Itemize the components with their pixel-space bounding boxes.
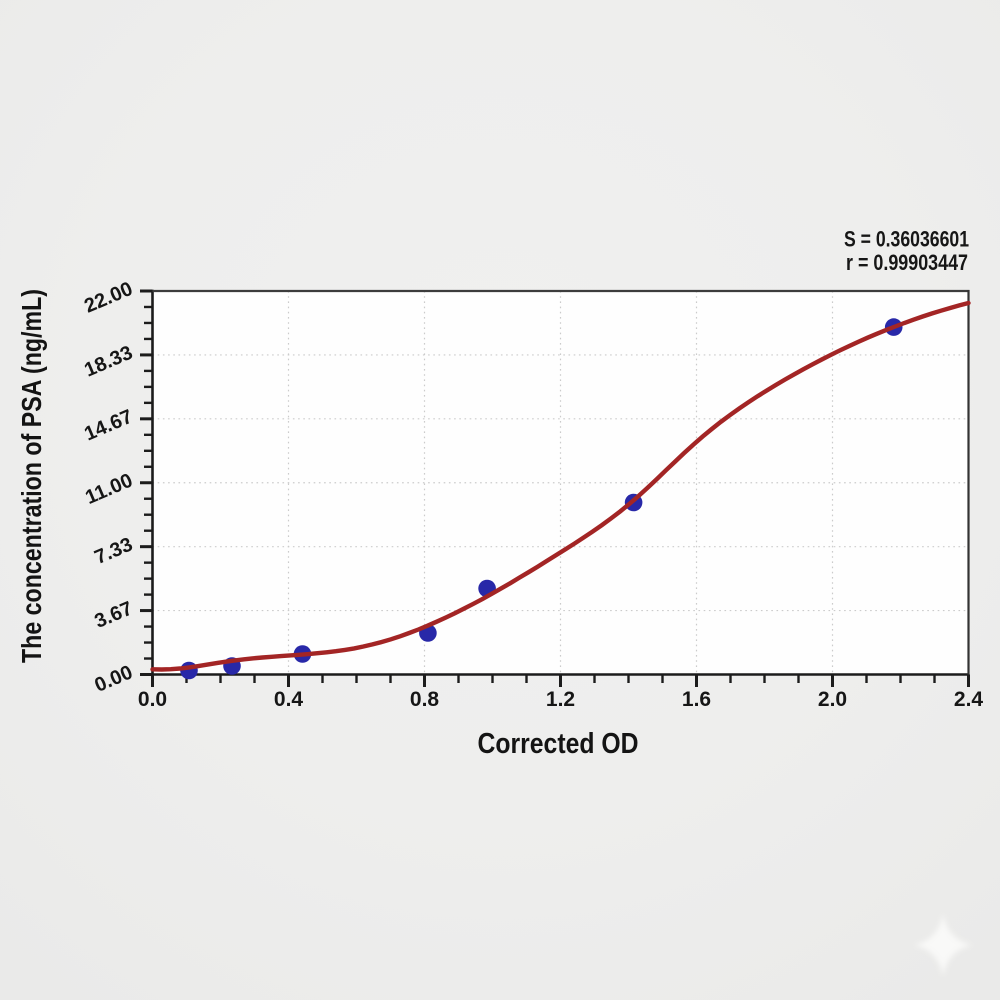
svg-text:1.2: 1.2 — [546, 688, 575, 711]
svg-text:0.8: 0.8 — [410, 688, 440, 711]
svg-text:The concentration of PSA (ng/m: The concentration of PSA (ng/mL) — [16, 289, 47, 663]
svg-text:1.6: 1.6 — [682, 688, 711, 711]
svg-text:Corrected OD: Corrected OD — [478, 728, 639, 760]
svg-text:r = 0.99903447: r = 0.99903447 — [846, 250, 968, 275]
svg-text:0.4: 0.4 — [274, 688, 304, 711]
svg-text:2.4: 2.4 — [954, 688, 984, 711]
svg-text:0.0: 0.0 — [138, 688, 167, 711]
svg-text:2.0: 2.0 — [818, 688, 847, 711]
svg-text:S = 0.36036601: S = 0.36036601 — [844, 227, 969, 252]
